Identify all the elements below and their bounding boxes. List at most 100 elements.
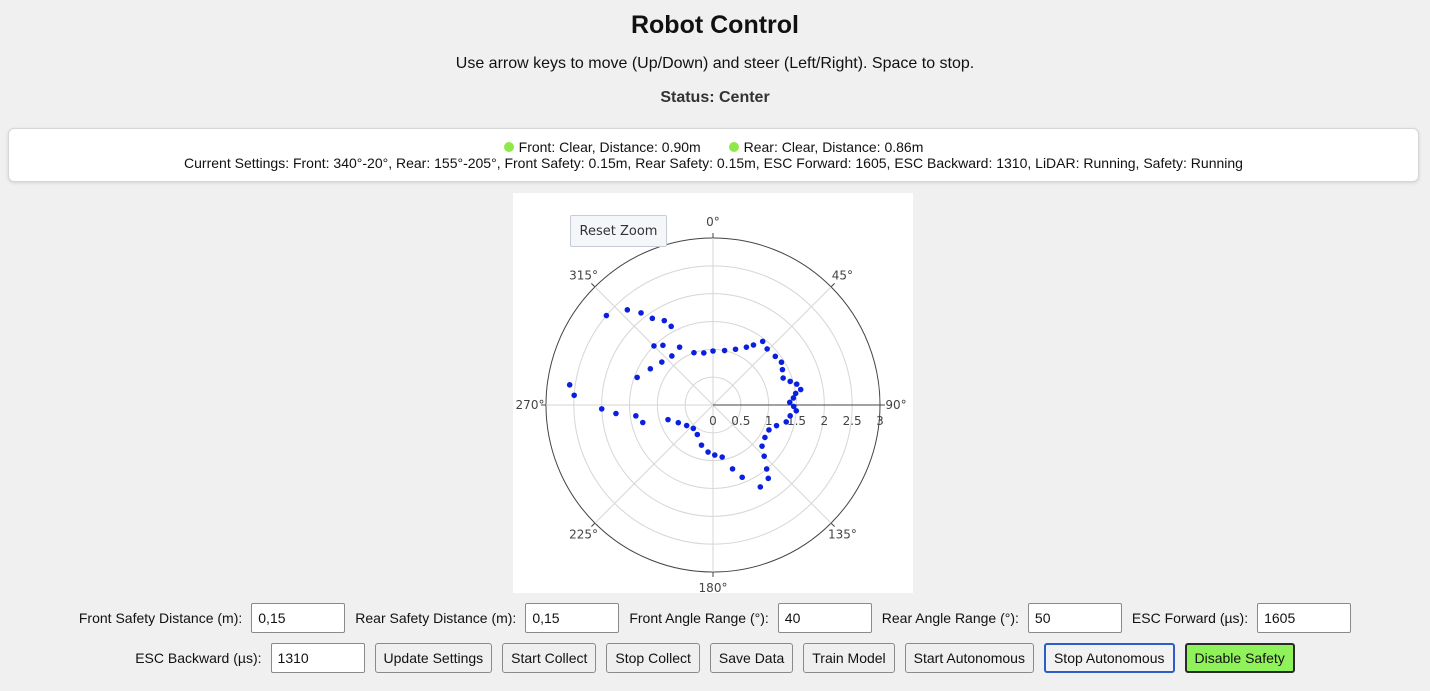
lidar-point xyxy=(711,452,718,458)
instructions-text: Use arrow keys to move (Up/Down) and ste… xyxy=(455,55,975,72)
lidar-point xyxy=(779,366,786,373)
angular-tick xyxy=(830,283,835,288)
lidar-point xyxy=(694,431,701,438)
front-safety-input[interactable] xyxy=(251,603,346,633)
start-autonomous-button[interactable]: Start Autonomous xyxy=(904,643,1034,673)
lidar-point xyxy=(790,403,797,410)
page-title: Robot Control xyxy=(630,11,799,39)
lidar-point xyxy=(797,386,804,393)
angular-tick-label: 45° xyxy=(832,269,853,283)
lidar-polar-plot[interactable]: 0° 45° 90° 135° 180° 225° 270° 315° 0 0.5 1 1.5 2 2.5… xyxy=(513,193,913,593)
angular-tick-label: 135° xyxy=(828,527,857,541)
settings-row-2: ESC Backward (µs): Update Settings Start… xyxy=(0,643,1430,673)
rear-safety-label: Rear Safety Distance (m): xyxy=(355,610,517,626)
angular-tick-label: 180° xyxy=(699,581,728,593)
lidar-point xyxy=(719,454,725,460)
angular-tick xyxy=(591,283,596,288)
disable-safety-button[interactable]: Disable Safety xyxy=(1184,643,1295,673)
rear-status-indicator-icon xyxy=(728,142,739,152)
lidar-point xyxy=(701,350,707,356)
lidar-point xyxy=(647,366,654,372)
lidar-point xyxy=(759,338,766,345)
lidar-point xyxy=(651,343,657,349)
lidar-point xyxy=(659,359,665,365)
angular-tick-label: 315° xyxy=(569,269,598,283)
lidar-point xyxy=(683,422,690,429)
stop-collect-button[interactable]: Stop Collect xyxy=(606,643,700,673)
lidar-point xyxy=(790,395,797,401)
lidar-point xyxy=(638,310,644,316)
angular-tick xyxy=(591,522,596,527)
lidar-point xyxy=(773,422,780,429)
angular-tick-label: 270° xyxy=(516,398,545,412)
lidar-point xyxy=(634,374,640,381)
angular-tick xyxy=(830,522,835,527)
lidar-point xyxy=(690,425,697,432)
update-settings-button[interactable]: Update Settings xyxy=(374,643,493,673)
lidar-point xyxy=(668,323,674,330)
radial-tick-label: 0.5 xyxy=(731,414,750,428)
lidar-point xyxy=(763,466,770,472)
radial-tick-label: 1 xyxy=(765,414,773,428)
polar-plot-svg[interactable]: 0°45°90°135°180°225°270°315°0 0.5 1 1.5 2 2.5… xyxy=(513,193,913,593)
radial-tick-label: 3 xyxy=(876,414,884,428)
lidar-point xyxy=(732,346,739,353)
front-angle-input[interactable] xyxy=(777,603,872,633)
lidar-point xyxy=(787,378,793,385)
lidar-point xyxy=(598,406,605,412)
lidar-point xyxy=(603,312,610,319)
polar-grid-spoke xyxy=(712,286,832,406)
train-model-button[interactable]: Train Model xyxy=(803,643,895,673)
lidar-point xyxy=(665,416,671,423)
start-collect-button[interactable]: Start Collect xyxy=(502,643,597,673)
lidar-point xyxy=(676,344,683,350)
lidar-point xyxy=(698,442,705,448)
lidar-point xyxy=(766,427,772,433)
rear-angle-label: Rear Angle Range (°): xyxy=(881,610,1019,626)
lidar-point xyxy=(639,419,646,426)
lidar-point xyxy=(780,375,786,381)
angular-tick-label: 0° xyxy=(706,215,720,229)
lidar-point xyxy=(675,419,682,426)
lidar-point xyxy=(792,390,799,397)
front-safety-label: Front Safety Distance (m): xyxy=(78,610,243,626)
sensor-row: Front: Clear, Distance: 0.90m Rear: Clea… xyxy=(9,139,1418,155)
rear-angle-input[interactable] xyxy=(1027,603,1122,633)
stop-autonomous-button[interactable]: Stop Autonomous xyxy=(1043,643,1175,673)
front-status-indicator-icon xyxy=(503,142,514,152)
lidar-point xyxy=(783,419,790,425)
lidar-point xyxy=(762,434,768,441)
save-data-button[interactable]: Save Data xyxy=(709,643,794,673)
reset-zoom-button[interactable]: Reset Zoom xyxy=(570,215,667,247)
rear-safety-input[interactable] xyxy=(525,603,620,633)
lidar-point xyxy=(691,349,697,356)
lidar-point xyxy=(566,382,573,388)
front-sensor-text: Front: Clear, Distance: 0.90m xyxy=(518,139,701,155)
lidar-point xyxy=(757,484,764,490)
esc-forward-label: ESC Forward (µs): xyxy=(1131,610,1249,626)
lidar-point xyxy=(759,443,765,449)
front-angle-label: Front Angle Range (°): xyxy=(629,610,769,626)
lidar-point xyxy=(710,348,716,354)
radial-tick-label: 0 xyxy=(709,414,717,428)
rear-sensor-status: Rear: Clear, Distance: 0.86m xyxy=(728,139,923,155)
front-sensor-status: Front: Clear, Distance: 0.90m xyxy=(503,139,701,155)
lidar-point xyxy=(669,353,675,359)
lidar-point xyxy=(764,346,770,352)
lidar-point xyxy=(772,353,779,360)
lidar-point xyxy=(793,381,800,387)
lidar-point xyxy=(729,466,736,472)
lidar-point xyxy=(721,347,728,354)
lidar-point xyxy=(778,359,785,366)
esc-backward-input[interactable] xyxy=(270,643,365,673)
lidar-point xyxy=(660,342,666,349)
lidar-point xyxy=(571,392,577,399)
settings-row-1: Front Safety Distance (m): Rear Safety D… xyxy=(0,603,1430,633)
polar-grid-spoke xyxy=(712,404,832,524)
lidar-point xyxy=(750,342,757,348)
polar-grid-spoke xyxy=(594,404,714,524)
esc-backward-label: ESC Backward (µs): xyxy=(135,650,262,666)
lidar-point xyxy=(786,399,793,406)
lidar-point xyxy=(787,413,793,419)
esc-forward-input[interactable] xyxy=(1257,603,1352,633)
